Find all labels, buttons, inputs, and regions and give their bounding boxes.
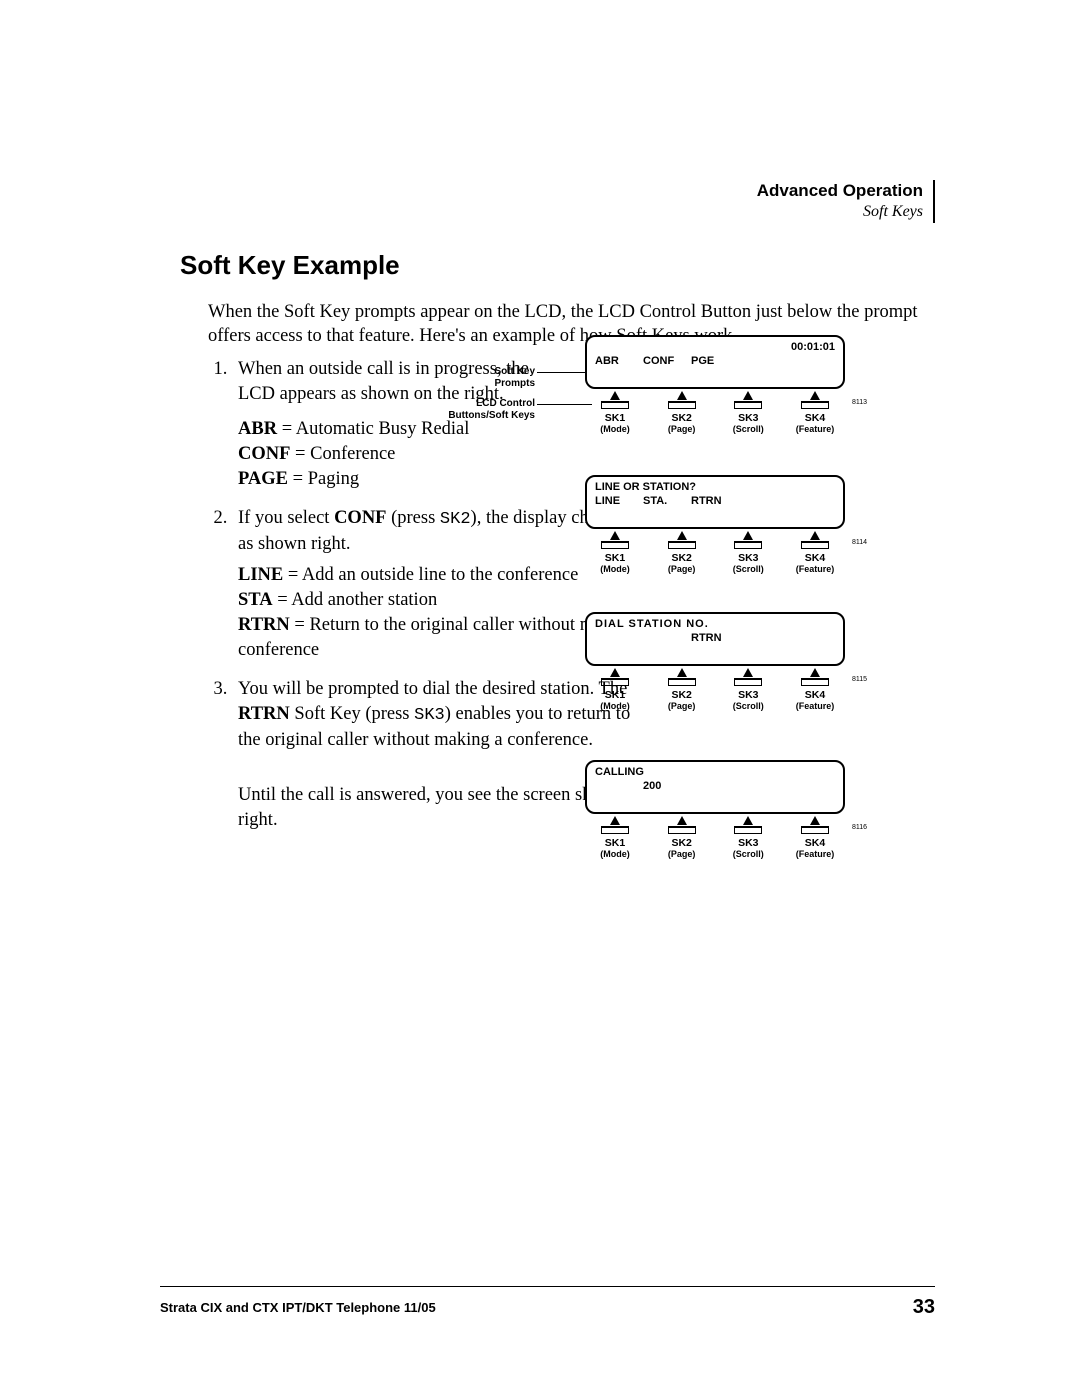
lcd-control-label: LCD ControlButtons/Soft Keys <box>445 398 535 422</box>
softkey-cap <box>734 678 762 686</box>
up-arrow-icon <box>610 391 620 400</box>
lcd-timer: 00:01:01 <box>595 341 835 353</box>
lcd-line1: LINE OR STATION? <box>595 481 835 493</box>
softkey-row: SK1(Mode) SK2(Page) SK3(Scroll) SK4(Feat… <box>585 391 845 434</box>
softkey-cap <box>668 541 696 549</box>
softkey-cap <box>801 541 829 549</box>
section-name: Soft Keys <box>757 202 923 223</box>
up-arrow-icon <box>810 668 820 677</box>
figure-number: 8116 <box>852 824 867 831</box>
up-arrow-icon <box>610 816 620 825</box>
footer-rule <box>160 1286 935 1287</box>
lcd-diagram-4: CALLING 200 SK1(Mode) SK2(Page) SK3(Scro… <box>585 760 845 859</box>
figure-number: 8113 <box>852 399 867 406</box>
figure-number: 8114 <box>852 539 867 546</box>
softkey-cap <box>734 541 762 549</box>
softkey-cap <box>668 401 696 409</box>
section-title: Soft Key Example <box>180 250 945 281</box>
up-arrow-icon <box>743 816 753 825</box>
softkey-row: SK1(Mode) SK2(Page) SK3(Scroll) SK4(Feat… <box>585 531 845 574</box>
lcd-line1: CALLING <box>595 766 835 778</box>
softkey-cap <box>734 826 762 834</box>
footer-text: Strata CIX and CTX IPT/DKT Telephone 11/… <box>160 1300 436 1315</box>
up-arrow-icon <box>677 668 687 677</box>
up-arrow-icon <box>677 391 687 400</box>
lcd-prompt-row: ABR CONF PGE <box>595 355 835 367</box>
figure-number: 8115 <box>852 676 867 683</box>
item1-defs: ABR = Automatic Busy Redial CONF = Confe… <box>238 417 538 492</box>
softkey-row: SK1(Mode) SK2(Page) SK3(Scroll) SK4(Feat… <box>585 816 845 859</box>
softkey-cap <box>801 826 829 834</box>
up-arrow-icon <box>743 668 753 677</box>
lcd-diagram-1: 00:01:01 ABR CONF PGE SK1(Mode) SK2(Page… <box>585 335 845 434</box>
lcd-line1: DIAL STATION NO. <box>595 618 835 630</box>
up-arrow-icon <box>810 531 820 540</box>
lcd-line2: 200 <box>595 780 835 792</box>
softkey-cap <box>668 678 696 686</box>
softkey-cap <box>601 678 629 686</box>
softkey-cap <box>601 401 629 409</box>
page: Advanced Operation Soft Keys Soft Key Ex… <box>0 0 1080 1397</box>
up-arrow-icon <box>743 391 753 400</box>
up-arrow-icon <box>610 668 620 677</box>
page-number: 33 <box>913 1296 935 1319</box>
up-arrow-icon <box>743 531 753 540</box>
softkey-cap <box>601 541 629 549</box>
softkey-cap <box>801 401 829 409</box>
softkey-cap <box>601 826 629 834</box>
lcd-screen: 00:01:01 ABR CONF PGE <box>585 335 845 389</box>
up-arrow-icon <box>810 391 820 400</box>
lcd-diagram-2: LINE OR STATION? LINE STA. RTRN SK1(Mode… <box>585 475 845 574</box>
up-arrow-icon <box>810 816 820 825</box>
page-header: Advanced Operation Soft Keys <box>757 180 935 223</box>
softkey-cap <box>801 678 829 686</box>
chapter-name: Advanced Operation <box>757 180 923 202</box>
up-arrow-icon <box>677 816 687 825</box>
lcd-screen: LINE OR STATION? LINE STA. RTRN <box>585 475 845 529</box>
lcd-diagram-3: DIAL STATION NO. RTRN SK1(Mode) SK2(Page… <box>585 612 845 711</box>
lcd-prompt-row: LINE STA. RTRN <box>595 495 835 507</box>
softkey-cap <box>668 826 696 834</box>
softkey-prompts-label: Soft KeyPrompts <box>455 366 535 390</box>
after-text: Until the call is answered, you see the … <box>238 783 638 833</box>
lcd-prompt-row: RTRN <box>595 632 835 644</box>
lcd-screen: DIAL STATION NO. RTRN <box>585 612 845 666</box>
softkey-row: SK1(Mode) SK2(Page) SK3(Scroll) SK4(Feat… <box>585 668 845 711</box>
lcd-screen: CALLING 200 <box>585 760 845 814</box>
item2-text: If you select CONF (press SK2), the disp… <box>238 506 638 557</box>
softkey-cap <box>734 401 762 409</box>
up-arrow-icon <box>610 531 620 540</box>
up-arrow-icon <box>677 531 687 540</box>
callout-line-2 <box>537 404 592 405</box>
